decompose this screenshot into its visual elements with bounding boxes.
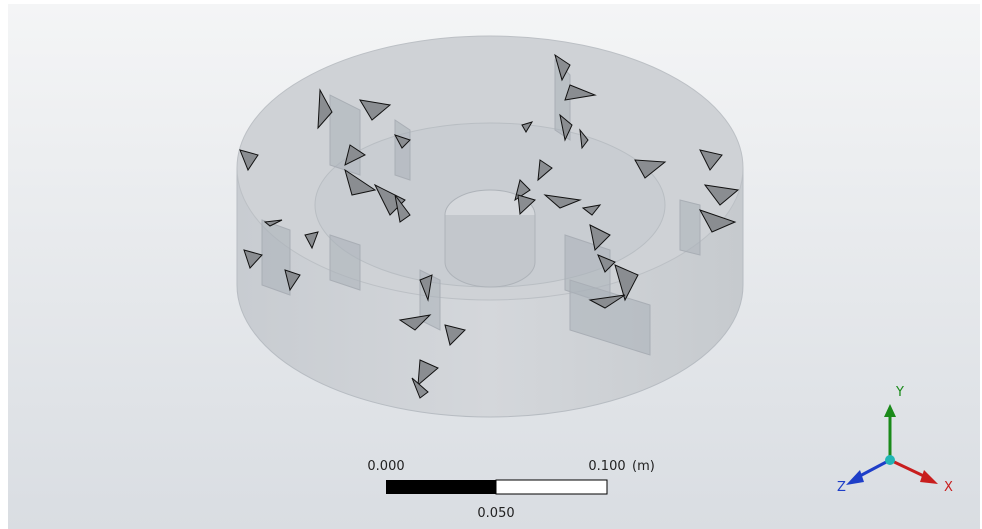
viewport: 0.000 0.100 (m) 0.050 Y X Z (0, 0, 982, 529)
baffle (262, 220, 290, 295)
model (237, 36, 743, 417)
scale-bar-light (496, 480, 607, 494)
baffle (395, 120, 410, 180)
x-axis-label: X (944, 480, 953, 495)
y-axis-label: Y (895, 385, 904, 400)
z-axis-label: Z (837, 480, 846, 495)
baffle (680, 200, 700, 255)
scale-end-label: 0.100 (588, 459, 625, 474)
triad-origin (885, 455, 895, 465)
scale-unit: (m) (632, 459, 655, 474)
baffle (330, 235, 360, 290)
page: 0.000 0.100 (m) 0.050 Y X Z (() => { con… (0, 0, 982, 529)
scale-start-label: 0.000 (367, 459, 404, 474)
hub-side (445, 215, 535, 287)
scale-bar-dark (386, 480, 496, 494)
scale-mid-label: 0.050 (477, 506, 514, 521)
